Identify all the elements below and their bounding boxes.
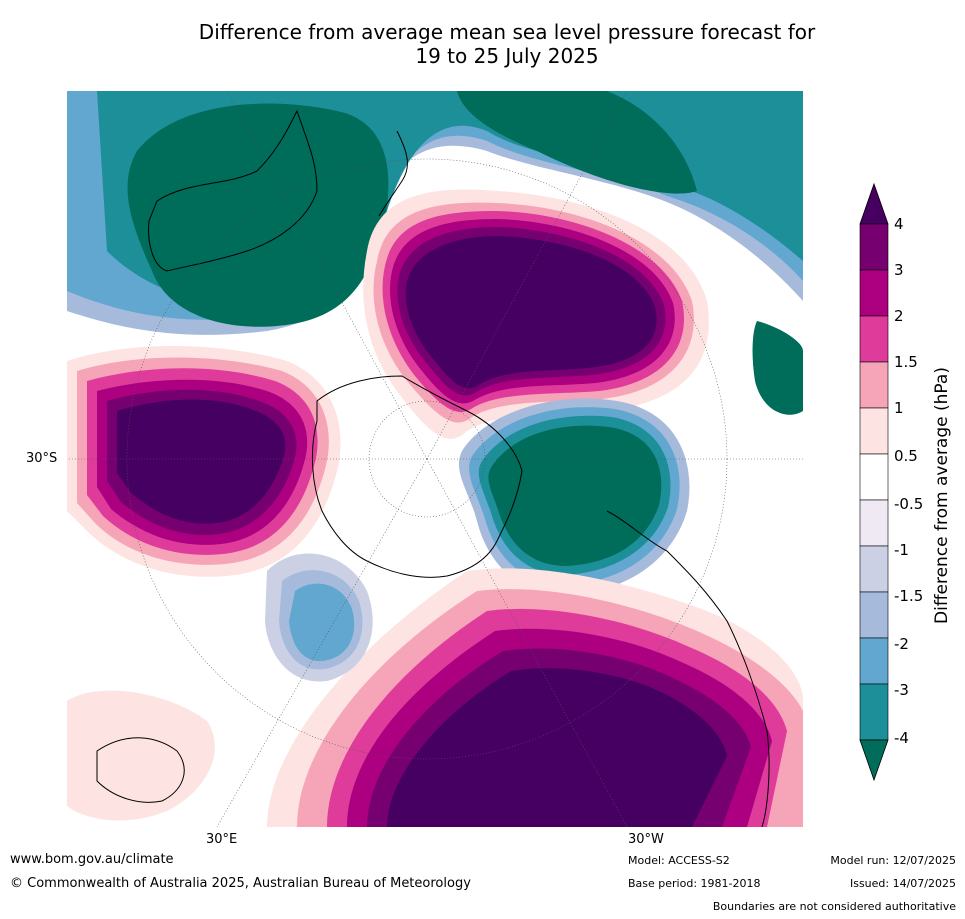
colorbar-tick-4: 4 bbox=[894, 215, 904, 233]
negative-drake-passage bbox=[458, 398, 690, 596]
colorbar-swatches bbox=[859, 182, 889, 782]
coastlines bbox=[96, 109, 770, 827]
chart-title: Difference from average mean sea level p… bbox=[0, 20, 965, 68]
colorbar-swatch-2 bbox=[859, 315, 889, 363]
lon-label-30e: 30°E bbox=[206, 832, 238, 847]
footer-copyright: © Commonwealth of Australia 2025, Austra… bbox=[10, 876, 471, 891]
positive-high-south-atlantic bbox=[267, 568, 803, 827]
colorbar-swatch-3 bbox=[859, 269, 889, 317]
coastline-antarctica bbox=[311, 375, 523, 578]
colorbar-tick-2: 2 bbox=[894, 307, 904, 325]
colorbar-swatch-neg-1-5 bbox=[859, 591, 889, 639]
colorbar-swatch-neg-1 bbox=[859, 545, 889, 593]
coastline-south-america bbox=[606, 510, 770, 827]
footer-website: www.bom.gov.au/climate bbox=[10, 852, 174, 867]
colorbar-swatch-0-5 bbox=[859, 453, 889, 501]
map-panel bbox=[67, 91, 803, 827]
negative-core-east-edge bbox=[752, 321, 803, 415]
coastline-new-zealand bbox=[378, 130, 408, 217]
lat-label-30s: 30°S bbox=[26, 451, 58, 466]
colorbar-tick-1: 1 bbox=[894, 399, 904, 417]
colorbar-tick-neg-3: -3 bbox=[894, 681, 909, 699]
colorbar-tick-3: 3 bbox=[894, 261, 904, 279]
positive-high-indian bbox=[67, 346, 341, 577]
colorbar-tick-1-5: 1.5 bbox=[894, 353, 918, 371]
negative-core-australia bbox=[127, 103, 389, 327]
title-line-2: 19 to 25 July 2025 bbox=[415, 44, 599, 68]
colorbar-swatch-1 bbox=[859, 407, 889, 455]
title-line-1: Difference from average mean sea level p… bbox=[198, 20, 816, 44]
colorbar-tick-neg-1: -1 bbox=[894, 541, 909, 559]
graticule bbox=[67, 91, 803, 827]
colorbar-swatch-1-5 bbox=[859, 361, 889, 409]
lon-label-30w: 30°W bbox=[628, 832, 664, 847]
footer-base-period: Base period: 1981-2018 bbox=[628, 877, 761, 890]
footer-disclaimer: Boundaries are not considered authoritat… bbox=[712, 900, 956, 913]
colorbar-swatch-neg-2 bbox=[859, 637, 889, 685]
negative-core-northeast-pacific bbox=[457, 91, 697, 194]
colorbar-bottom-arrow bbox=[859, 739, 889, 782]
colorbar-swatch-neg-3 bbox=[859, 683, 889, 741]
colorbar-tick-neg-2: -2 bbox=[894, 635, 909, 653]
colorbar-title: Difference from average (hPa) bbox=[932, 367, 952, 624]
coastline-africa bbox=[96, 737, 185, 803]
anomaly-map bbox=[67, 91, 803, 827]
colorbar-swatch-neg-0-5 bbox=[859, 499, 889, 547]
colorbar-tick-neg-0-5: -0.5 bbox=[894, 495, 924, 513]
colorbar-tick-0-5: 0.5 bbox=[894, 447, 918, 465]
colorbar-swatch-4 bbox=[859, 223, 889, 271]
colorbar-tick-neg-4: -4 bbox=[894, 729, 909, 747]
footer-model: Model: ACCESS-S2 bbox=[628, 854, 730, 867]
positive-high-pacific bbox=[363, 189, 709, 439]
colorbar: 4 3 2 1.5 1 0.5 -0.5 -1 -1.5 -2 -3 -4 bbox=[850, 180, 965, 790]
negative-southern-africa bbox=[265, 553, 373, 682]
colorbar-tick-neg-1-5: -1.5 bbox=[894, 587, 924, 605]
footer-issued: Issued: 14/07/2025 bbox=[849, 877, 956, 890]
footer-model-run: Model run: 12/07/2025 bbox=[830, 854, 956, 867]
colorbar-top-arrow bbox=[859, 182, 889, 225]
coastline-australia bbox=[148, 109, 318, 272]
